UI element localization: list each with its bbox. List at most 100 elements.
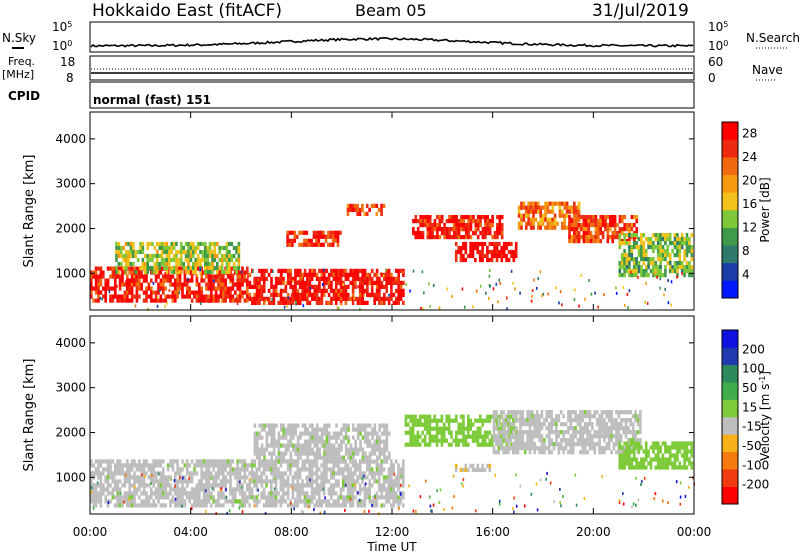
heatmap-cell	[607, 446, 611, 451]
heatmap-cell	[198, 483, 201, 488]
heatmap-cell	[492, 410, 496, 415]
heatmap-cell	[165, 261, 169, 267]
heatmap-cell	[618, 233, 622, 238]
heatmap-cell	[180, 241, 183, 247]
heatmap-cell	[330, 483, 333, 488]
heatmap-cell	[130, 495, 134, 500]
heatmap-cell	[90, 471, 93, 476]
heatmap-cell	[184, 249, 188, 255]
heatmap-speckle	[635, 476, 637, 480]
heatmap-cell	[428, 430, 432, 435]
heatmap-cell	[344, 272, 348, 277]
heatmap-cell	[471, 422, 475, 427]
heatmap-cell	[368, 479, 371, 484]
heatmap-speckle	[157, 296, 159, 300]
heatmap-cell	[407, 414, 410, 419]
heatmap-cell	[116, 495, 119, 500]
heatmap-cell	[272, 471, 275, 476]
heatmap-cell	[147, 286, 151, 291]
heatmap-cell	[301, 280, 304, 285]
heatmap-speckle	[618, 500, 621, 504]
heatmap-cell	[366, 443, 369, 448]
heatmap-cell	[569, 438, 573, 443]
heatmap-cell	[459, 426, 463, 431]
heatmap-cell	[484, 231, 487, 236]
heatmap-cell	[328, 431, 331, 436]
heatmap-cell	[339, 487, 343, 492]
heatmap-cell	[289, 499, 292, 504]
heatmap-cell	[198, 290, 201, 295]
heatmap-speckle	[515, 473, 517, 477]
heatmap-cell	[188, 294, 191, 299]
heatmap-cell	[301, 272, 304, 277]
heatmap-cell	[373, 203, 376, 208]
heatmap-cell	[204, 253, 207, 259]
heatmap-cell	[102, 471, 105, 476]
heatmap-cell	[115, 269, 118, 275]
heatmap-cell	[111, 495, 115, 500]
heatmap-cell	[286, 483, 290, 488]
heatmap-speckle	[257, 493, 260, 497]
heatmap-cell	[375, 203, 379, 208]
heatmap-cell	[491, 235, 494, 240]
heatmap-speckle	[643, 476, 646, 480]
heatmap-cell	[450, 430, 453, 435]
heatmap-cell	[342, 284, 345, 289]
heatmap-cell	[664, 465, 667, 470]
heatmap-cell	[280, 435, 283, 440]
heatmap-cell	[617, 434, 621, 439]
heatmap-cell	[92, 463, 95, 468]
heatmap-cell	[623, 215, 626, 220]
heatmap-cell	[150, 491, 153, 496]
heatmap-cell	[464, 442, 468, 447]
heatmap-cell	[196, 245, 200, 251]
heatmap-cell	[248, 487, 251, 492]
heatmap-cell	[527, 205, 530, 210]
heatmap-cell	[176, 459, 179, 464]
heatmap-cell	[351, 475, 355, 480]
heatmap-cell	[428, 235, 432, 240]
heatmap-speckle	[336, 306, 339, 310]
heatmap-cell	[277, 443, 281, 448]
heatmap-cell	[356, 427, 360, 432]
heatmap-cell	[649, 237, 653, 242]
heatmap-cell	[193, 503, 196, 508]
heatmap-cell	[193, 290, 196, 295]
x-tick-label: 00:00	[73, 525, 108, 539]
heatmap-cell	[253, 447, 257, 452]
heatmap-cell	[303, 230, 306, 235]
heatmap-cell	[165, 253, 169, 259]
heatmap-speckle	[641, 479, 643, 483]
heatmap-cell	[370, 292, 374, 297]
heatmap-cell	[613, 223, 617, 228]
heatmap-cell	[298, 483, 302, 488]
heatmap-cell	[635, 457, 638, 462]
heatmap-cell	[680, 453, 684, 458]
heatmap-cell	[109, 298, 112, 303]
heatmap-cell	[313, 427, 317, 432]
heatmap-cell	[148, 265, 152, 271]
heatmap-cell	[118, 479, 122, 484]
heatmap-cell	[327, 479, 331, 484]
heatmap-cell	[464, 215, 468, 220]
heatmap-cell	[190, 298, 194, 303]
heatmap-cell	[126, 286, 129, 291]
heatmap-cell	[454, 463, 458, 468]
heatmap-cell	[332, 475, 335, 480]
heatmap-speckle	[688, 485, 690, 489]
heatmap-cell	[142, 491, 146, 496]
heatmap-cell	[363, 487, 367, 492]
heatmap-cell	[538, 422, 541, 427]
heatmap-cell	[510, 430, 513, 435]
heatmap-cell	[241, 503, 244, 508]
heatmap-cell	[313, 443, 317, 448]
heatmap-cell	[308, 467, 311, 472]
heatmap-speckle	[438, 306, 441, 310]
heatmap-cell	[322, 242, 325, 247]
heatmap-cell	[656, 245, 660, 250]
heatmap-speckle	[431, 509, 433, 513]
heatmap-cell	[388, 455, 391, 460]
heatmap-cell	[571, 430, 575, 435]
heatmap-cell	[361, 471, 364, 476]
